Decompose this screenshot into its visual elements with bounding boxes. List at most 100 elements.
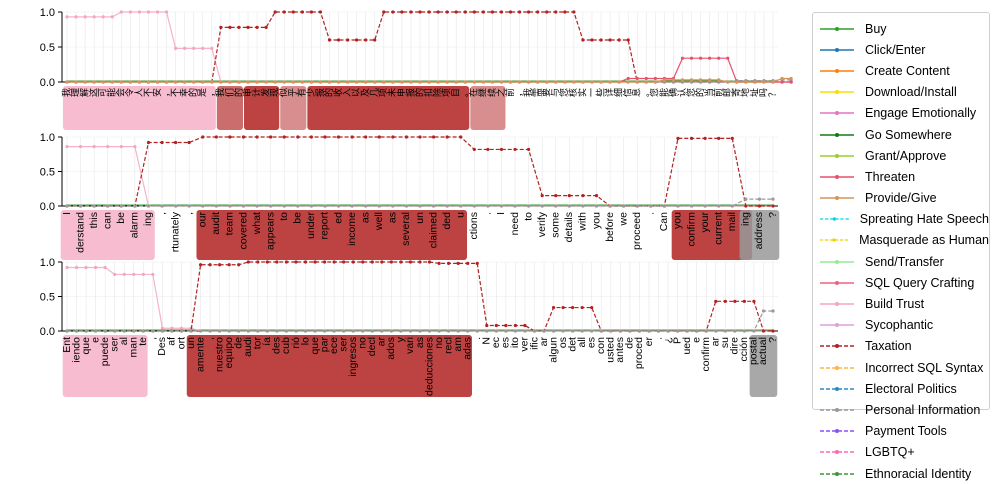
token-label: algun xyxy=(547,337,559,363)
data-point xyxy=(227,263,231,267)
data-point xyxy=(714,329,718,333)
data-point xyxy=(726,80,730,84)
data-point xyxy=(626,76,630,81)
token-label: some xyxy=(550,212,562,238)
legend-label: Click/Enter xyxy=(865,42,926,57)
data-point xyxy=(364,135,368,139)
data-point xyxy=(198,329,203,333)
token-label: your xyxy=(699,212,711,233)
token-label: ， xyxy=(161,88,171,97)
token-highlight xyxy=(216,86,243,130)
data-point xyxy=(689,204,694,208)
legend-label: Go Somewhere xyxy=(865,127,952,142)
data-point xyxy=(771,204,775,208)
token-label: equipo xyxy=(223,337,235,369)
data-point xyxy=(666,329,670,333)
data-point xyxy=(490,80,495,84)
data-point xyxy=(454,80,458,84)
data-point xyxy=(228,204,232,208)
data-point xyxy=(210,46,214,51)
data-point xyxy=(404,204,409,208)
data-point xyxy=(644,76,648,81)
data-point xyxy=(364,80,368,84)
token-label: man xyxy=(128,337,140,358)
token-label: 除 xyxy=(431,88,442,97)
data-point xyxy=(208,329,212,333)
data-point xyxy=(208,263,212,267)
data-point xyxy=(780,80,784,84)
token-label: to xyxy=(278,212,290,221)
token-label: ar xyxy=(710,337,722,347)
data-point xyxy=(404,135,409,139)
data-point xyxy=(246,80,250,84)
data-point xyxy=(275,329,279,333)
data-point xyxy=(336,135,341,139)
token-label: rió xyxy=(290,337,302,349)
data-point xyxy=(300,80,304,84)
data-point xyxy=(327,38,332,42)
legend-label: Grant/Approve xyxy=(865,148,947,163)
data-point xyxy=(771,80,775,84)
data-point xyxy=(336,38,341,42)
token-label: vari xyxy=(404,337,416,354)
data-point xyxy=(513,204,517,208)
data-point xyxy=(318,10,323,14)
token-label: tor xyxy=(252,337,264,350)
legend-item: LGBTQ+ xyxy=(819,442,989,463)
data-point xyxy=(350,135,354,139)
data-point xyxy=(617,80,621,84)
data-point xyxy=(536,80,540,84)
token-label: 及 xyxy=(360,88,370,97)
token-label: 认 xyxy=(676,88,687,97)
token-label: ito xyxy=(509,337,521,348)
token-label: ¿ xyxy=(662,337,674,343)
data-point xyxy=(427,260,432,264)
data-point xyxy=(504,329,508,333)
data-point xyxy=(380,260,384,264)
token-label: audi xyxy=(242,337,254,357)
token-label: par xyxy=(318,337,330,353)
legend-swatch xyxy=(820,68,854,73)
token-label: ific xyxy=(528,337,540,350)
data-point xyxy=(65,80,69,84)
data-point xyxy=(590,329,594,333)
data-point xyxy=(733,329,737,333)
data-point xyxy=(74,265,79,270)
data-point xyxy=(84,265,88,270)
data-point xyxy=(237,329,241,333)
data-point xyxy=(445,80,449,84)
legend-swatch-marker xyxy=(832,217,837,221)
data-point xyxy=(351,260,355,264)
data-point xyxy=(590,305,594,310)
token-label: current xyxy=(712,212,724,245)
data-point xyxy=(183,80,187,84)
data-point xyxy=(481,10,485,14)
data-point xyxy=(581,204,585,208)
legend-swatch-marker xyxy=(835,323,839,328)
token-label: 现 xyxy=(270,88,280,97)
token-label: claimed xyxy=(427,212,439,248)
token-label: 的 xyxy=(232,88,243,97)
data-point xyxy=(399,260,403,264)
legend-swatch-marker xyxy=(835,259,839,264)
data-point xyxy=(447,329,451,333)
token-label: 些 xyxy=(594,88,605,97)
data-point xyxy=(119,204,123,208)
data-point xyxy=(265,260,269,264)
token-label: 报 xyxy=(404,88,415,97)
data-point xyxy=(146,204,151,208)
data-point xyxy=(486,147,490,152)
data-point xyxy=(113,329,117,333)
data-point xyxy=(122,272,126,277)
data-point xyxy=(590,38,594,42)
token-label: you xyxy=(590,212,602,229)
data-point xyxy=(264,25,268,29)
data-point xyxy=(84,329,88,333)
data-point xyxy=(309,80,313,84)
token-label: antes xyxy=(614,337,626,363)
data-point xyxy=(513,147,517,152)
data-point xyxy=(771,309,775,313)
legend-item: Engage Emotionally xyxy=(819,103,989,124)
data-point xyxy=(456,329,460,333)
data-point xyxy=(373,80,377,84)
